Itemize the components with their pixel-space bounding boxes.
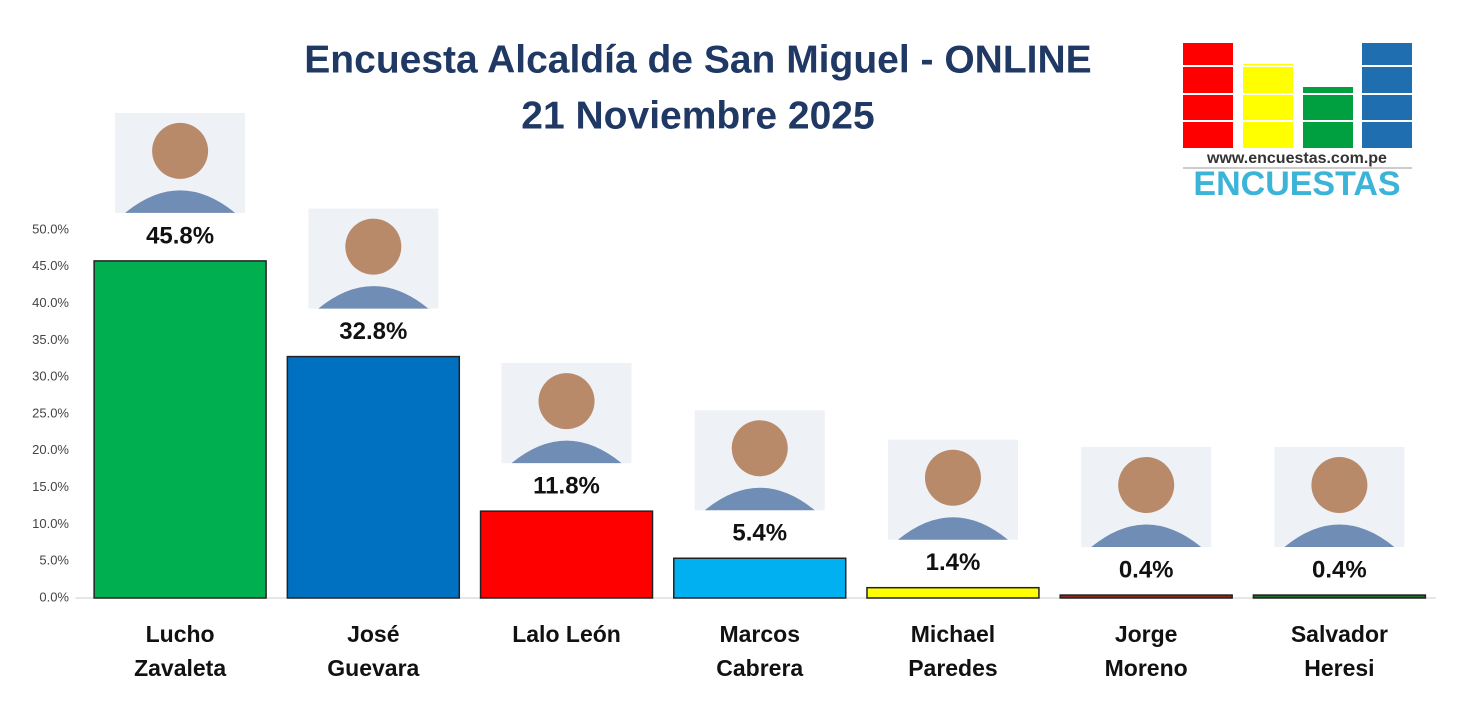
candidate-photo-head <box>538 373 595 430</box>
x-tick-label: José Guevara <box>327 621 420 681</box>
x-tick-label: Michael Paredes <box>908 621 998 681</box>
y-tick-label: 30.0% <box>32 369 69 384</box>
candidate-photo-body <box>897 517 1008 540</box>
logo-bar <box>1362 43 1412 148</box>
candidate-photo-head <box>924 449 981 506</box>
chart-subtitle: 21 Noviembre 2025 <box>521 94 874 137</box>
candidate-photo-body <box>1284 524 1395 548</box>
candidate-photo-head <box>731 420 788 477</box>
value-label: 1.4% <box>926 549 981 576</box>
logo-bar <box>1303 87 1353 148</box>
value-label: 11.8% <box>533 472 600 499</box>
y-tick-label: 20.0% <box>32 442 69 457</box>
candidate-photo-head <box>1118 457 1175 514</box>
bar <box>866 586 1040 599</box>
candidate-photo-body <box>125 190 236 213</box>
x-tick-label: Marcos Cabrera <box>716 621 804 681</box>
x-tick-label: Jorge Moreno <box>1104 621 1188 681</box>
value-label: 0.4% <box>1119 556 1174 583</box>
value-label: 5.4% <box>732 520 787 547</box>
bar <box>1059 594 1233 599</box>
candidate-photo-body <box>511 440 622 464</box>
x-tick-label: Lucho Zavaleta <box>134 621 227 681</box>
candidate-photo-body <box>1091 524 1202 548</box>
y-tick-label: 5.0% <box>39 553 69 568</box>
bar <box>93 260 267 599</box>
y-tick-label: 50.0% <box>32 221 69 236</box>
y-tick-label: 0.0% <box>39 589 69 604</box>
candidate-photo-head <box>1311 457 1368 514</box>
value-label: 0.4% <box>1312 556 1367 583</box>
y-tick-label: 15.0% <box>32 479 69 494</box>
logo: www.encuestas.com.pe ENCUESTAS <box>1183 43 1412 203</box>
bar <box>286 355 461 599</box>
bar <box>479 510 654 599</box>
bar <box>1252 594 1427 599</box>
logo-url: www.encuestas.com.pe <box>1206 150 1387 167</box>
logo-name: ENCUESTAS <box>1193 165 1400 203</box>
bar <box>673 557 847 599</box>
logo-bar <box>1183 43 1233 148</box>
value-label: 32.8% <box>339 318 407 345</box>
candidate-photo-body <box>318 286 429 309</box>
candidate-photo-head <box>152 122 209 179</box>
y-tick-label: 45.0% <box>32 258 69 273</box>
candidate-photo-body <box>704 487 815 511</box>
logo-bar <box>1243 64 1293 148</box>
x-tick-label: Salvador Heresi <box>1290 621 1388 681</box>
candidate-photo-head <box>345 218 402 275</box>
y-tick-label: 40.0% <box>32 295 69 310</box>
y-tick-label: 10.0% <box>32 516 69 531</box>
value-label: 45.8% <box>146 222 214 249</box>
y-tick-label: 25.0% <box>32 405 69 420</box>
x-tick-label: Lalo León <box>512 621 621 647</box>
y-tick-label: 35.0% <box>32 332 69 347</box>
chart-title: Encuesta Alcaldía de San Miguel - ONLINE <box>304 38 1091 81</box>
